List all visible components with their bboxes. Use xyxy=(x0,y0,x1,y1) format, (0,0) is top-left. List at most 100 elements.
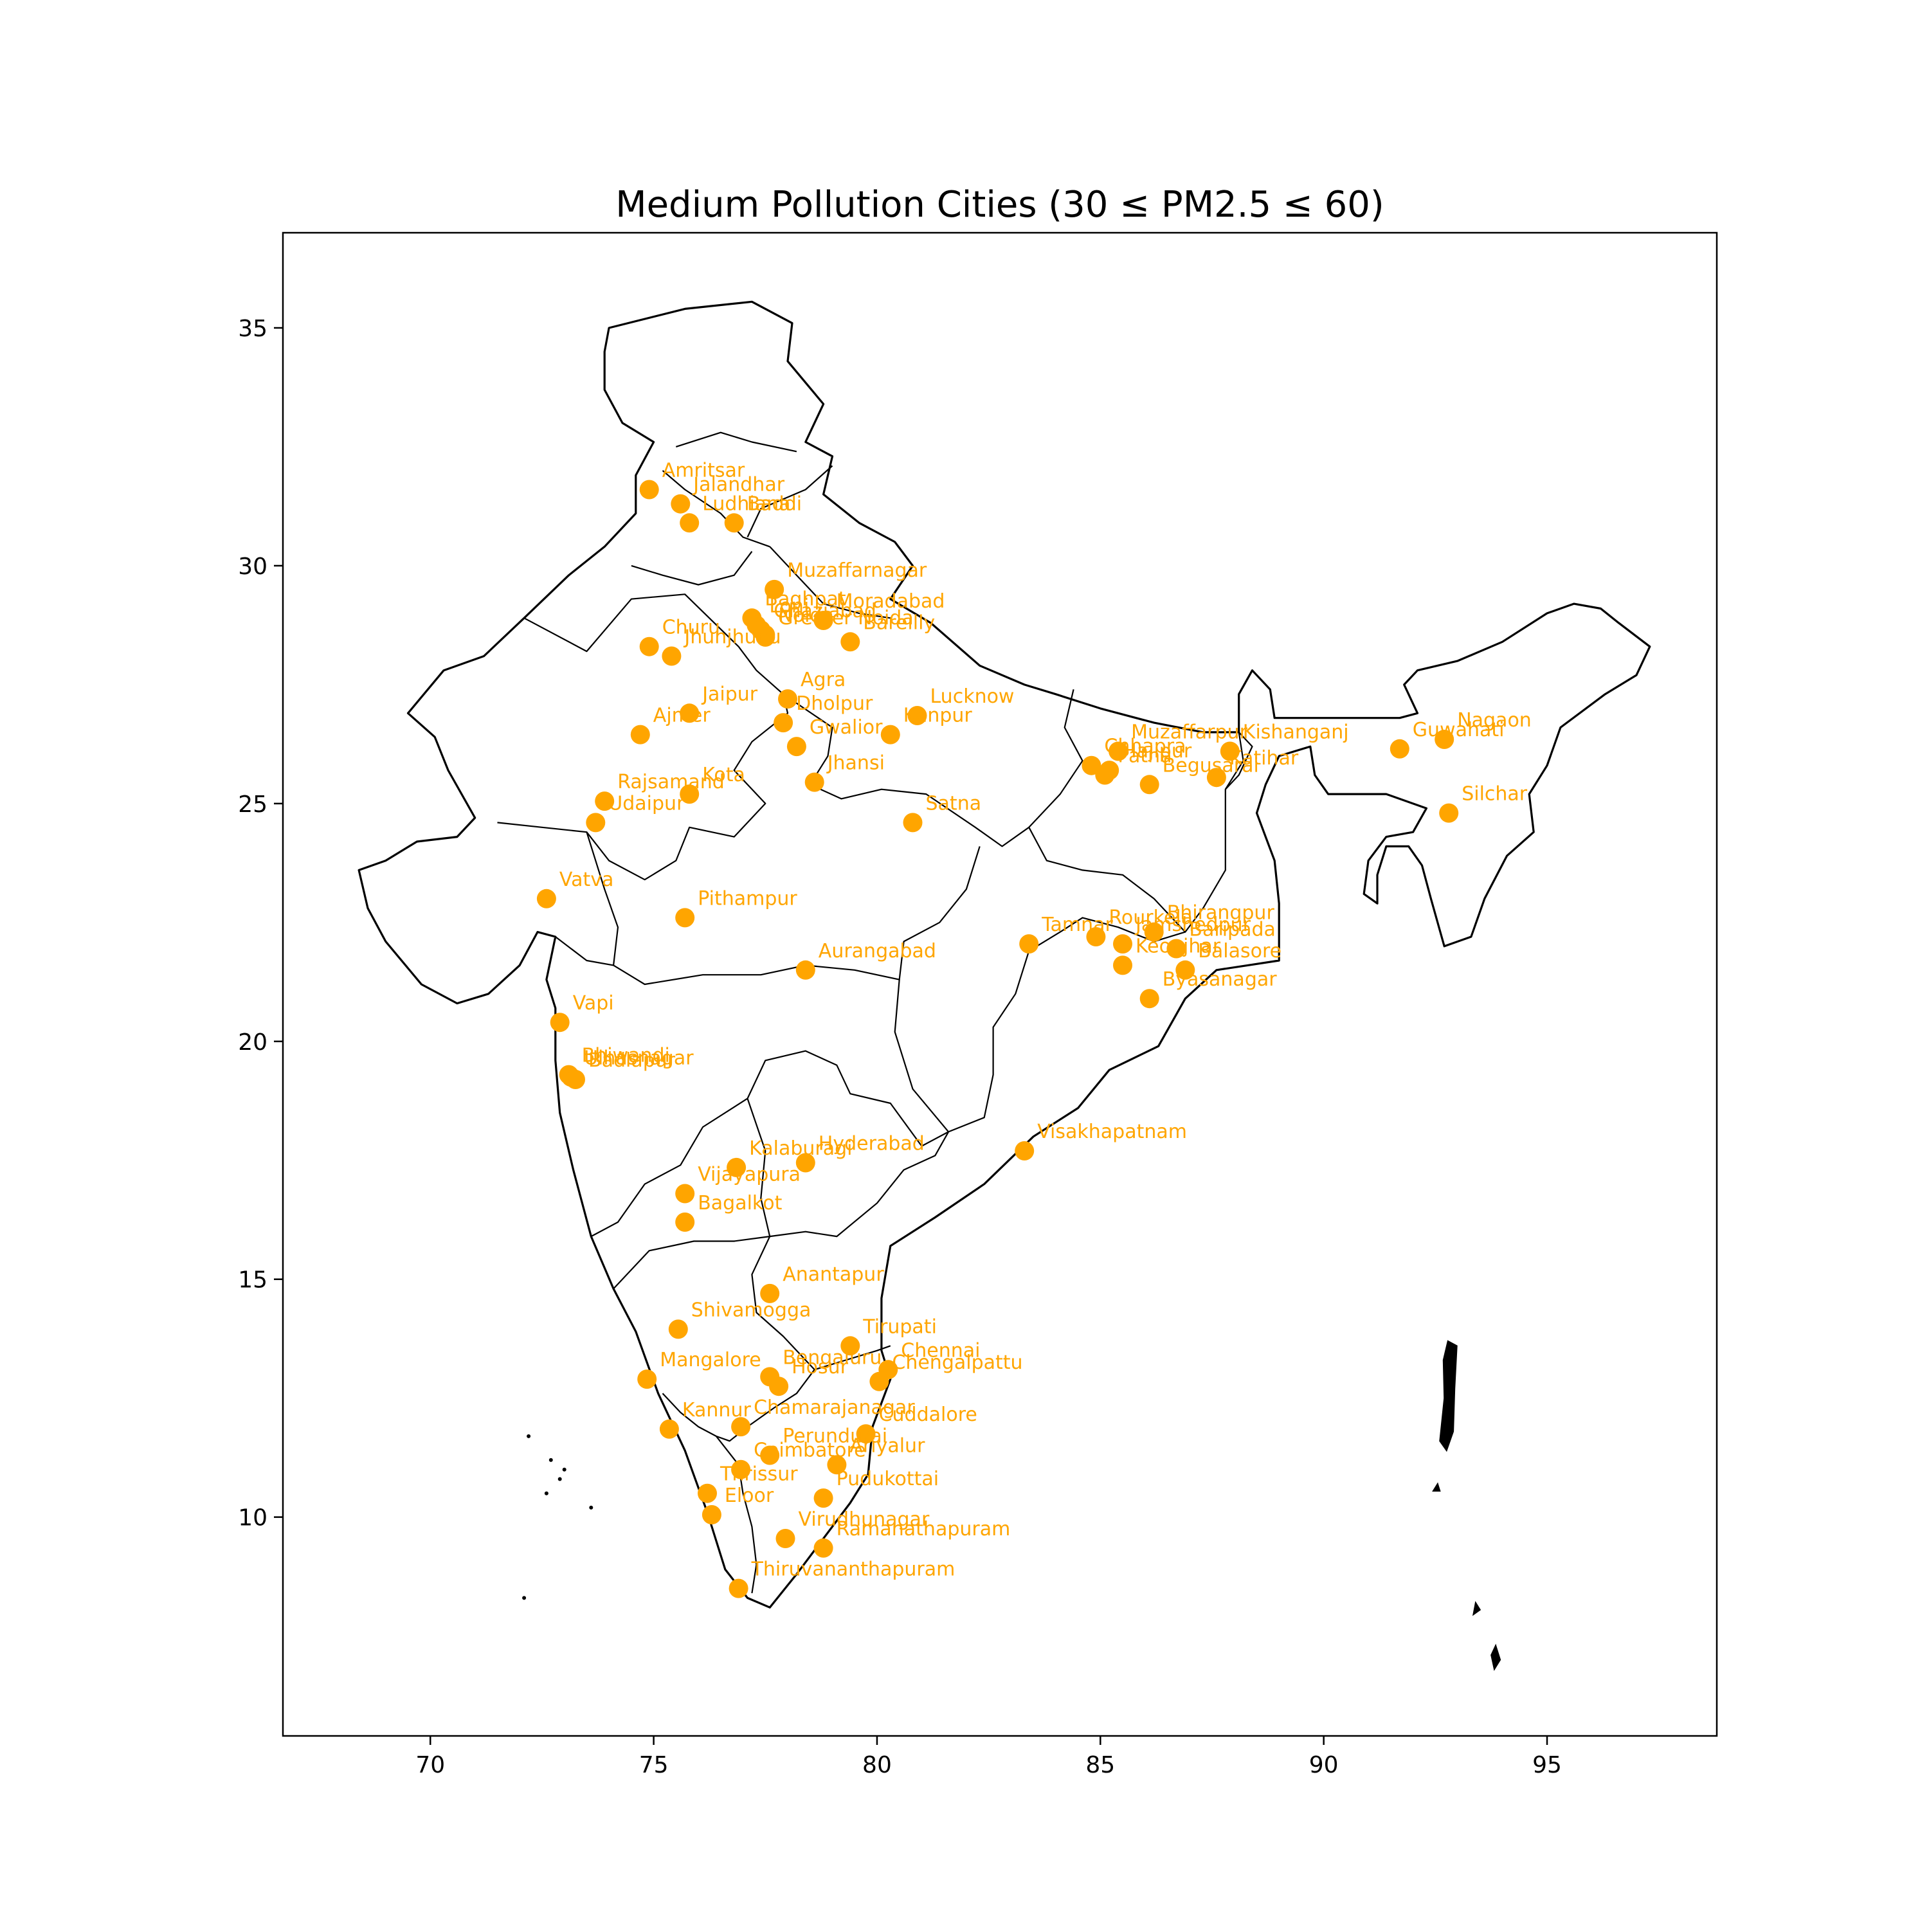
island-dot xyxy=(589,1505,593,1510)
india-outline xyxy=(358,300,1651,1609)
city-label: Bareilly xyxy=(863,611,935,634)
city-label: Bhiwandi xyxy=(582,1045,670,1067)
x-tick-label: 85 xyxy=(1085,1752,1115,1778)
city-label: Tamnar xyxy=(1041,914,1113,936)
city-point xyxy=(1206,768,1226,788)
city-point xyxy=(724,513,744,533)
city-label: Jhansi xyxy=(826,752,885,775)
city-label: Tirupati xyxy=(862,1315,937,1338)
city-point xyxy=(840,1336,860,1356)
city-label: Loni xyxy=(769,595,809,617)
state-boundary xyxy=(747,465,833,537)
city-point xyxy=(760,1283,780,1303)
city-label: Moradabad xyxy=(837,590,945,613)
city-point xyxy=(804,772,824,792)
state-boundary xyxy=(1224,732,1253,790)
state-boundary xyxy=(555,936,614,966)
city-point xyxy=(1015,1141,1035,1160)
city-point xyxy=(813,1488,833,1508)
city-point xyxy=(1113,955,1132,975)
city-label: Amritsar xyxy=(662,460,745,482)
city-point xyxy=(856,1424,876,1444)
city-label: Chengalpattu xyxy=(892,1351,1022,1374)
city-label: Muzaffarpur xyxy=(1131,721,1247,744)
axes: 70 75 80 85 90 95 10 15 20 25 30 35 xyxy=(238,316,1562,1778)
city-label: Hosur xyxy=(792,1356,849,1378)
city-point xyxy=(639,480,659,500)
city-label: Cuddalore xyxy=(879,1404,977,1426)
city-label: Gwalior xyxy=(810,716,883,739)
city-point xyxy=(903,813,923,833)
city-label: Ajmer xyxy=(653,705,711,727)
city-point xyxy=(1139,989,1159,1009)
city-label: Thrissur xyxy=(720,1463,798,1486)
city-label: Eloor xyxy=(725,1485,774,1507)
city-point xyxy=(760,1445,780,1465)
y-tick-label: 35 xyxy=(238,316,267,342)
india-map xyxy=(358,300,1651,1672)
city-label: Jhunjhunu xyxy=(683,626,781,649)
city-point xyxy=(637,1369,657,1389)
y-tick-label: 15 xyxy=(238,1267,267,1294)
city-point xyxy=(1019,934,1039,954)
state-boundary xyxy=(613,1236,770,1290)
city-point xyxy=(595,791,615,811)
city-point xyxy=(795,1153,815,1173)
city-label: Kanpur xyxy=(903,705,973,727)
x-tick-label: 75 xyxy=(639,1752,669,1778)
city-label: Muzaffarnagar xyxy=(787,559,927,582)
city-label: Jalandhar xyxy=(692,474,784,496)
island-dot xyxy=(544,1491,548,1495)
island-dot xyxy=(548,1458,553,1462)
city-label: Ramanathapuram xyxy=(837,1518,1011,1540)
city-point xyxy=(1435,730,1454,749)
city-point xyxy=(698,1483,717,1503)
city-point xyxy=(813,1538,833,1558)
city-point xyxy=(729,1578,748,1598)
city-point xyxy=(680,703,700,723)
state-boundary xyxy=(662,1236,815,1442)
state-boundary xyxy=(747,1098,950,1238)
x-tick-label: 90 xyxy=(1309,1752,1339,1778)
city-label: Perundurai xyxy=(783,1425,887,1448)
y-tick-label: 25 xyxy=(238,791,267,818)
city-label: Ludhiana xyxy=(702,492,790,515)
city-point xyxy=(1390,739,1409,759)
city-point xyxy=(813,611,833,630)
city-label: Ariyalur xyxy=(849,1434,925,1457)
city-label: Ghaziabad xyxy=(774,600,876,622)
y-tick-label: 20 xyxy=(238,1029,267,1056)
city-label: Pithampur xyxy=(698,887,797,910)
city-point xyxy=(731,1417,751,1437)
city-point xyxy=(1109,741,1128,761)
city-point xyxy=(731,1459,751,1479)
city-point xyxy=(1144,922,1164,942)
city-label: Guwahati xyxy=(1413,719,1505,741)
city-label: Vapi xyxy=(573,992,614,1015)
city-label: Baghpat xyxy=(765,588,846,610)
island xyxy=(1432,1482,1441,1492)
city-label: Badlapur xyxy=(588,1049,676,1072)
city-label: Balasore xyxy=(1198,940,1281,962)
city-label: Thiruvananthapuram xyxy=(751,1558,955,1581)
city-label: Hajipur xyxy=(1122,740,1192,763)
x-tick-label: 80 xyxy=(862,1752,892,1778)
city-label: Noida xyxy=(778,604,834,627)
chart-title: Medium Pollution Cities (30 ≤ PM2.5 ≤ 60… xyxy=(615,184,1384,226)
city-label: Hyderabad xyxy=(819,1133,925,1155)
city-label: Kannur xyxy=(682,1399,752,1422)
city-point xyxy=(840,632,860,652)
island-dot xyxy=(522,1596,527,1600)
state-boundary xyxy=(590,1050,949,1238)
city-point xyxy=(680,513,700,533)
city-label: Silchar xyxy=(1462,783,1528,806)
city-label: Katihar xyxy=(1229,747,1299,770)
city-point xyxy=(756,627,775,647)
city-point xyxy=(630,725,650,745)
city-point xyxy=(1439,803,1459,823)
city-label: Jaipur xyxy=(701,683,758,705)
city-label: Anantapur xyxy=(783,1263,884,1286)
city-point xyxy=(1082,755,1101,775)
